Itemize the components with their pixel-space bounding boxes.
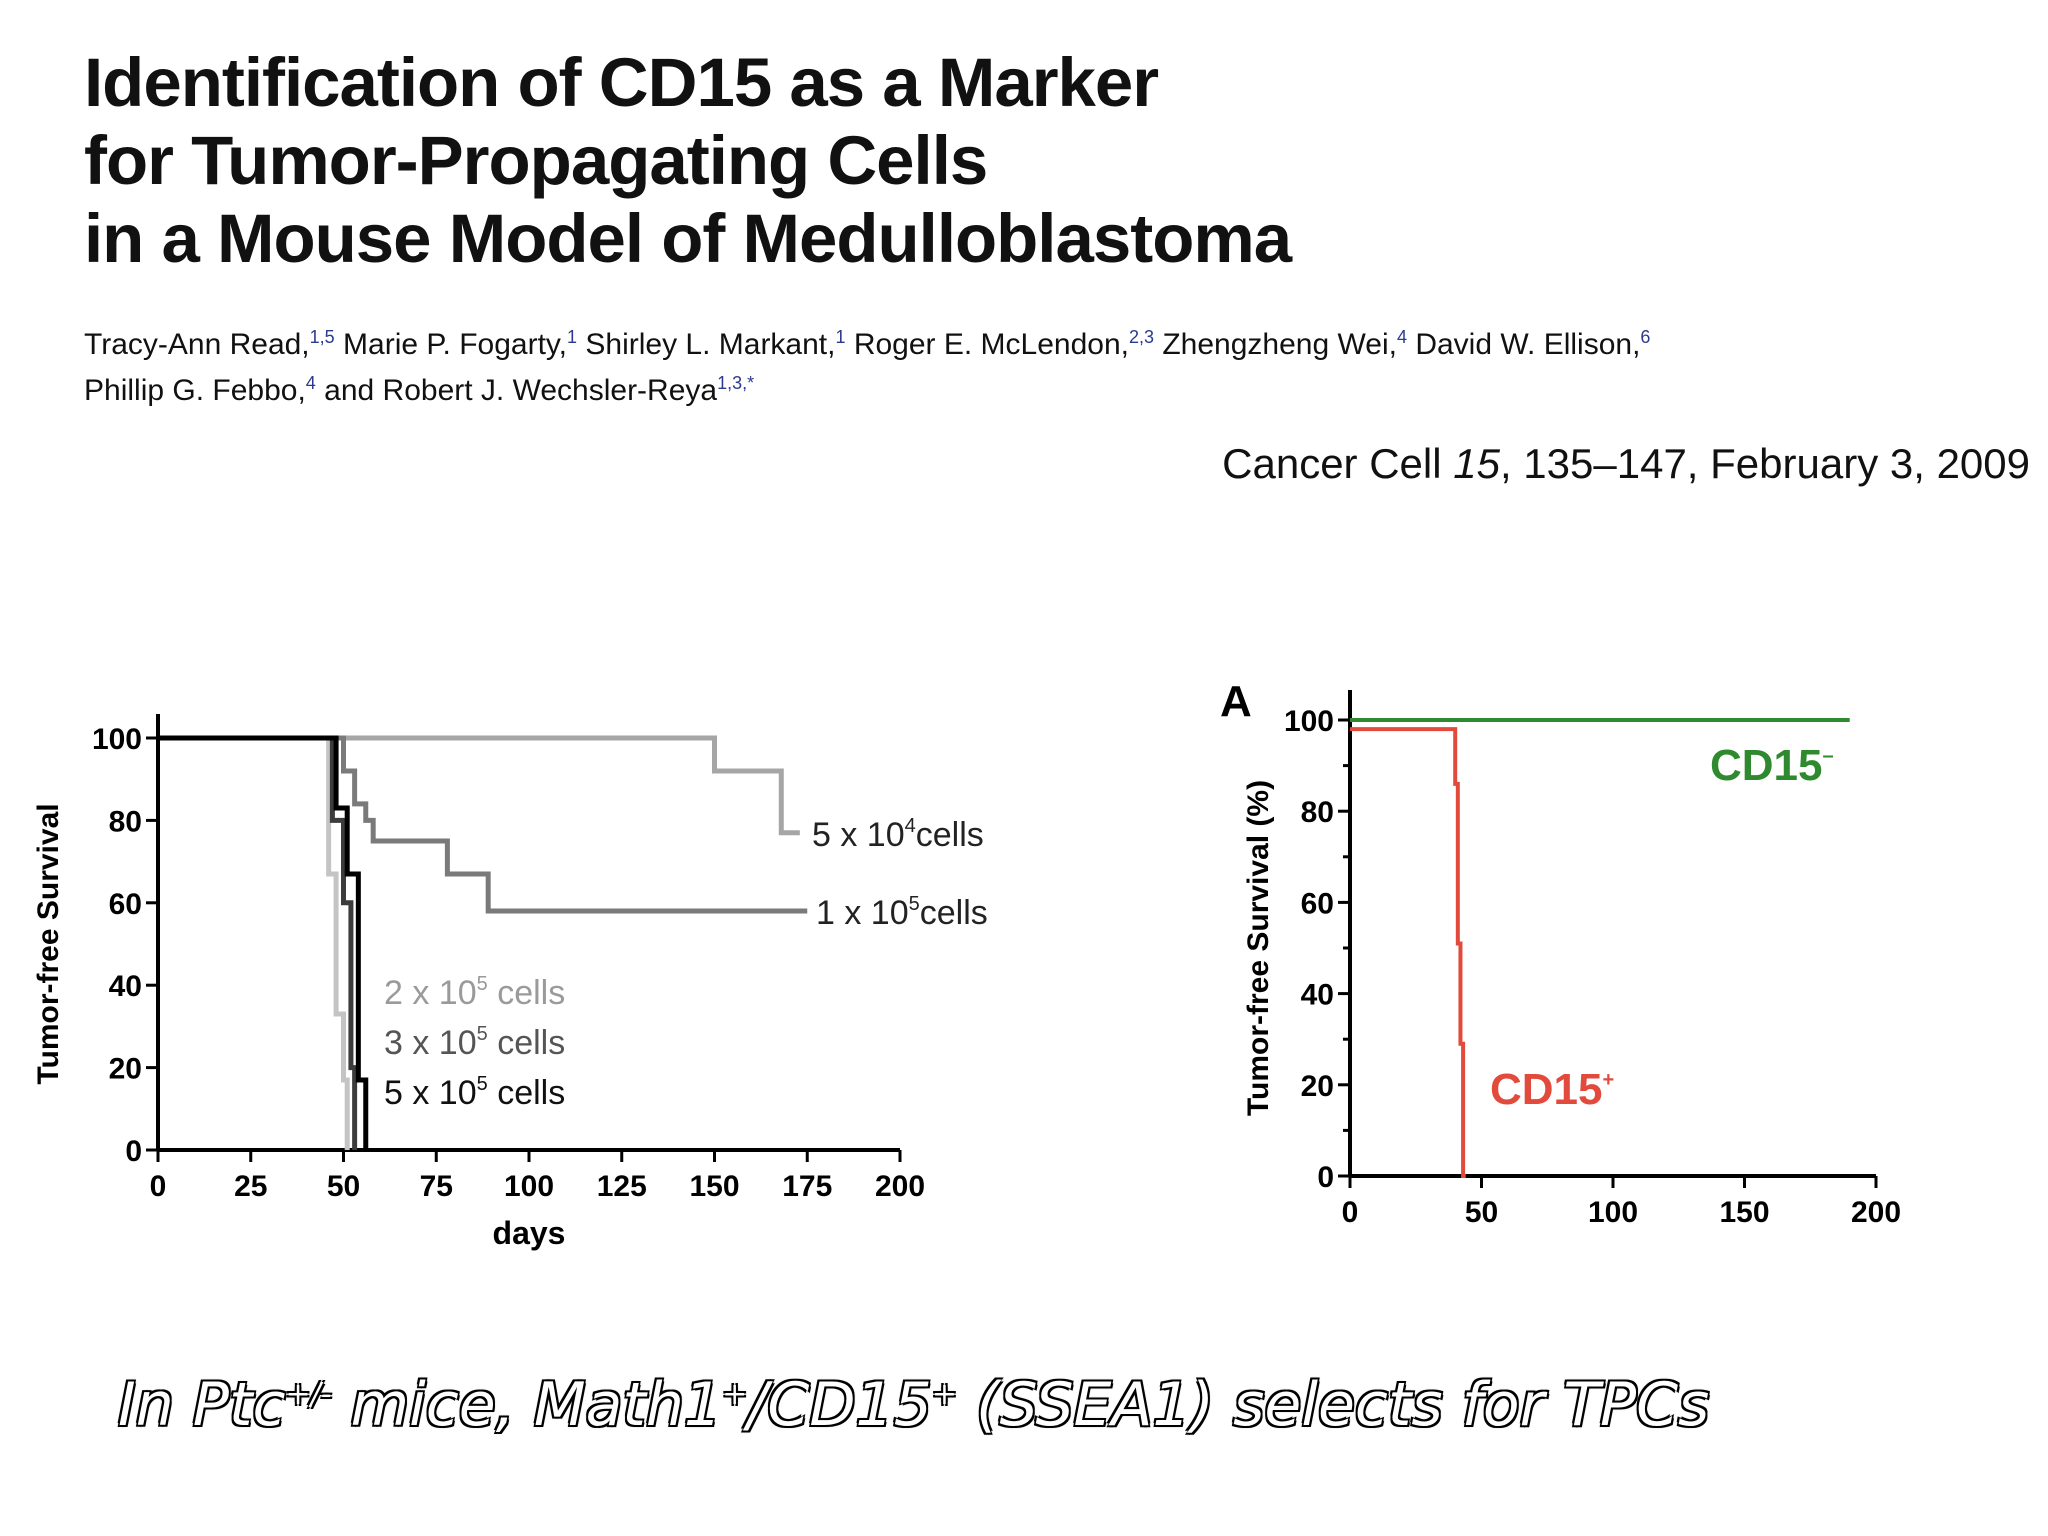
author-name: Phillip G. Febbo, — [84, 374, 306, 407]
y-tick-label: 20 — [1301, 1070, 1334, 1103]
caption-sup-3: + — [931, 1377, 958, 1412]
x-tick-label: 150 — [689, 1170, 739, 1203]
series-label-exponent: 5 — [477, 1073, 488, 1095]
series-label: CD15– — [1710, 741, 1834, 790]
citation: Cancer Cell 15, 135–147, February 3, 200… — [1222, 440, 2030, 488]
x-tick-label: 75 — [420, 1170, 453, 1203]
y-tick-label: 0 — [1317, 1161, 1334, 1194]
caption-sup-1: +/- — [285, 1377, 332, 1412]
series-line — [158, 735, 350, 1150]
y-tick-label: 40 — [1301, 979, 1334, 1012]
x-tick-label: 25 — [234, 1170, 267, 1203]
series-label-unit: cells — [488, 1074, 565, 1112]
author-affiliation: 1,5 — [309, 327, 335, 347]
series-label-base: 5 x 10 — [384, 1074, 477, 1112]
x-tick-label: 0 — [1342, 1196, 1359, 1229]
author-name: Roger E. McLendon, — [853, 328, 1129, 361]
author-name: Marie P. Fogarty, — [343, 328, 568, 361]
x-tick-label: 175 — [782, 1170, 832, 1203]
x-axis-label: days — [493, 1215, 566, 1251]
series-label-unit: cells — [488, 1024, 565, 1062]
caption-part-2: mice, Math1 — [331, 1370, 723, 1440]
slide-caption: In Ptc+/- mice, Math1+/CD15+ (SSEA1) sel… — [118, 1370, 1968, 1440]
y-tick-label: 0 — [125, 1135, 142, 1168]
y-tick-label: 40 — [109, 970, 142, 1003]
series-label-exponent: + — [1603, 1069, 1615, 1091]
author-name: and Robert J. Wechsler-Reya — [324, 374, 718, 407]
y-tick-label: 60 — [109, 888, 142, 921]
y-tick-label: 60 — [1301, 887, 1334, 920]
series-label-base: CD15 — [1710, 741, 1823, 790]
series-label-base: 5 x 10 — [812, 816, 905, 854]
caption-part-1: In Ptc — [118, 1370, 286, 1440]
paper-title: Identification of CD15 as a Marker for T… — [84, 44, 1584, 278]
journal-name: Cancer Cell — [1222, 440, 1442, 487]
y-axis-label: Tumor-free Survival — [32, 803, 65, 1084]
author-name: David W. Ellison, — [1415, 328, 1641, 361]
author-affiliation: 1 — [567, 327, 578, 347]
series-label-base: CD15 — [1490, 1065, 1603, 1114]
x-tick-label: 150 — [1719, 1196, 1769, 1229]
journal-volume: 15 — [1453, 440, 1500, 487]
x-tick-label: 100 — [1588, 1196, 1638, 1229]
y-tick-label: 100 — [92, 723, 142, 756]
y-axis-label: Tumor-free Survival (%) — [1242, 780, 1275, 1116]
title-line-2: for Tumor-Propagating Cells — [84, 122, 988, 199]
series-label: 5 x 104cells — [812, 815, 984, 854]
author-affiliation: 2,3 — [1128, 327, 1155, 347]
y-tick-label: 80 — [1301, 796, 1334, 829]
series-label-exponent: 5 — [477, 1023, 488, 1045]
survival-chart-cd15: 0 20 40 60 80 100 0 50 100 150 200 Tumor-free Survi… — [1220, 677, 1901, 1229]
author-name: Shirley L. Markant, — [585, 328, 836, 361]
series-line — [158, 735, 800, 836]
author-affiliation: 1,3,* — [717, 373, 755, 393]
survival-chart-cell-dose: 0 20 40 60 80 100 0 25 50 75 100 125 150 175 200 Tumor-… — [32, 714, 988, 1251]
x-tick-label: 100 — [504, 1170, 554, 1203]
author-affiliation: 1 — [835, 327, 846, 347]
series-label-base: 2 x 10 — [384, 974, 477, 1012]
series-label-unit: cells — [920, 894, 988, 932]
title-line-3: in a Mouse Model of Medulloblastoma — [84, 200, 1292, 277]
x-tick-label: 0 — [150, 1170, 167, 1203]
citation-details: , 135–147, February 3, 2009 — [1499, 440, 2030, 487]
author-affiliation: 4 — [305, 373, 316, 393]
panel-label: A — [1220, 677, 1252, 726]
series-line — [1350, 727, 1466, 1178]
y-tick-label: 20 — [109, 1053, 142, 1086]
series-label: 3 x 105 cells — [384, 1023, 565, 1062]
x-tick-label: 125 — [597, 1170, 647, 1203]
y-tick-label: 80 — [109, 805, 142, 838]
title-line-1: Identification of CD15 as a Marker — [84, 44, 1159, 121]
x-tick-label: 200 — [1851, 1196, 1901, 1229]
author-affiliation: 6 — [1640, 327, 1651, 347]
series-label-exponent: – — [1823, 745, 1834, 767]
series-label-exponent: 5 — [477, 973, 488, 995]
caption-part-3: /CD15 — [747, 1370, 932, 1440]
caption-part-4: (SSEA1) selects for TPCs — [957, 1370, 1710, 1440]
series-label: CD15+ — [1490, 1065, 1614, 1114]
x-tick-label: 50 — [1465, 1196, 1498, 1229]
series-label-exponent: 5 — [909, 893, 920, 915]
series-line — [158, 735, 369, 1150]
x-tick-label: 200 — [875, 1170, 925, 1203]
x-tick-label: 50 — [327, 1170, 360, 1203]
series-label: 1 x 105cells — [816, 893, 988, 932]
author-affiliation: 4 — [1396, 327, 1407, 347]
series-label-exponent: 4 — [905, 815, 916, 837]
series-label-unit: cells — [488, 974, 565, 1012]
series-line — [158, 735, 358, 1150]
series-label-unit: cells — [916, 816, 984, 854]
y-tick-label: 100 — [1284, 705, 1334, 738]
series-label-base: 1 x 10 — [816, 894, 909, 932]
author-list: Tracy-Ann Read,1,5 Marie P. Fogarty,1 Sh… — [84, 318, 1984, 410]
series-label: 2 x 105 cells — [384, 973, 565, 1012]
series-label-base: 3 x 10 — [384, 1024, 477, 1062]
series-label: 5 x 105 cells — [384, 1073, 565, 1112]
series-line — [158, 735, 808, 914]
caption-sup-2: + — [722, 1377, 748, 1412]
author-name: Tracy-Ann Read, — [84, 328, 310, 361]
author-name: Zhengzheng Wei, — [1162, 328, 1397, 361]
